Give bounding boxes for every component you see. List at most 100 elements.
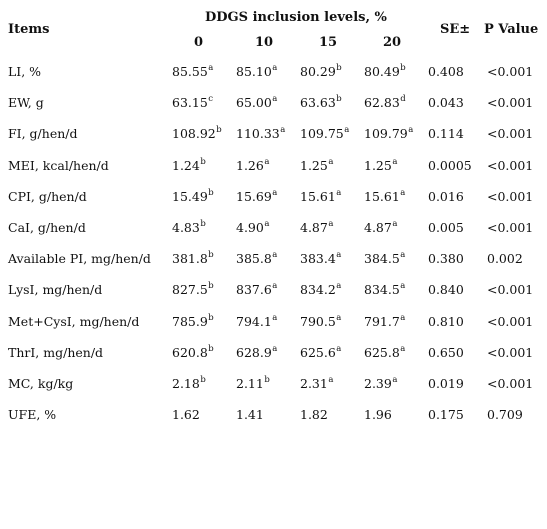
significance-superscript: a bbox=[328, 157, 334, 167]
level-value-cell: 785.9b bbox=[172, 314, 214, 329]
row-item-label: MEI, kcal/hen/d bbox=[8, 158, 109, 173]
cell-value: 834.5 bbox=[364, 282, 400, 297]
cell-value: 384.5 bbox=[364, 251, 400, 266]
significance-superscript: a bbox=[336, 188, 342, 198]
significance-superscript: b bbox=[208, 281, 214, 291]
cell-value: 837.6 bbox=[236, 282, 272, 297]
significance-superscript: a bbox=[272, 344, 278, 354]
level-value-cell: 4.87a bbox=[364, 220, 397, 235]
significance-superscript: a bbox=[392, 375, 398, 385]
level-value-cell: 4.83b bbox=[172, 220, 206, 235]
level-value-cell: 110.33a bbox=[236, 126, 285, 141]
cell-value: 1.25 bbox=[300, 158, 328, 173]
significance-superscript: c bbox=[208, 94, 214, 104]
se-value: 0.408 bbox=[428, 64, 464, 79]
level-value-cell: 63.15c bbox=[172, 95, 213, 110]
significance-superscript: b bbox=[336, 94, 342, 104]
level-value-cell: 15.61a bbox=[300, 189, 341, 204]
significance-superscript: a bbox=[328, 219, 334, 229]
level-value-cell: 620.8b bbox=[172, 345, 214, 360]
header-items: Items bbox=[8, 22, 50, 37]
se-value: 0.810 bbox=[428, 314, 464, 329]
level-value-cell: 1.41 bbox=[236, 407, 264, 422]
cell-value: 383.4 bbox=[300, 251, 336, 266]
level-value-cell: 1.25a bbox=[300, 158, 333, 173]
p-value: <0.001 bbox=[487, 158, 534, 173]
significance-superscript: b bbox=[208, 344, 214, 354]
cell-value: 628.9 bbox=[236, 345, 272, 360]
level-value-cell: 1.25a bbox=[364, 158, 397, 173]
cell-value: 4.83 bbox=[172, 220, 200, 235]
p-value: <0.001 bbox=[487, 126, 534, 141]
level-value-cell: 1.82 bbox=[300, 407, 328, 422]
cell-value: 2.31 bbox=[300, 376, 328, 391]
level-value-cell: 2.11b bbox=[236, 376, 270, 391]
cell-value: 385.8 bbox=[236, 251, 272, 266]
cell-value: 381.8 bbox=[172, 251, 208, 266]
level-value-cell: 1.26a bbox=[236, 158, 269, 173]
p-value: <0.001 bbox=[487, 282, 534, 297]
significance-superscript: a bbox=[400, 313, 406, 323]
level-value-cell: 1.96 bbox=[364, 407, 392, 422]
level-value-cell: 794.1a bbox=[236, 314, 277, 329]
cell-value: 63.15 bbox=[172, 95, 208, 110]
significance-superscript: a bbox=[400, 250, 406, 260]
se-value: 0.380 bbox=[428, 251, 464, 266]
significance-superscript: a bbox=[208, 63, 214, 73]
p-value: <0.001 bbox=[487, 345, 534, 360]
significance-superscript: a bbox=[272, 94, 278, 104]
cell-value: 2.39 bbox=[364, 376, 392, 391]
level-value-cell: 383.4a bbox=[300, 251, 341, 266]
level-value-cell: 15.61a bbox=[364, 189, 405, 204]
se-value: 0.005 bbox=[428, 220, 464, 235]
cell-value: 80.49 bbox=[364, 64, 400, 79]
cell-value: 1.96 bbox=[364, 407, 392, 422]
cell-value: 625.8 bbox=[364, 345, 400, 360]
level-value-cell: 85.55a bbox=[172, 64, 213, 79]
cell-value: 625.6 bbox=[300, 345, 336, 360]
significance-superscript: a bbox=[400, 188, 406, 198]
cell-value: 620.8 bbox=[172, 345, 208, 360]
cell-value: 791.7 bbox=[364, 314, 400, 329]
cell-value: 15.61 bbox=[364, 189, 400, 204]
header-se: SE± bbox=[440, 22, 471, 37]
p-value: <0.001 bbox=[487, 220, 534, 235]
level-value-cell: 63.63b bbox=[300, 95, 342, 110]
cell-value: 1.26 bbox=[236, 158, 264, 173]
significance-superscript: b bbox=[208, 250, 214, 260]
level-value-cell: 85.10a bbox=[236, 64, 277, 79]
level-value-cell: 384.5a bbox=[364, 251, 405, 266]
level-value-cell: 108.92b bbox=[172, 126, 222, 141]
level-value-cell: 834.2a bbox=[300, 282, 341, 297]
p-value: <0.001 bbox=[487, 376, 534, 391]
significance-superscript: a bbox=[336, 250, 342, 260]
p-value: <0.001 bbox=[487, 189, 534, 204]
cell-value: 4.87 bbox=[300, 220, 328, 235]
significance-superscript: b bbox=[200, 219, 206, 229]
significance-superscript: a bbox=[408, 125, 414, 135]
cell-value: 15.49 bbox=[172, 189, 208, 204]
header-level-15: 15 bbox=[319, 35, 338, 50]
significance-superscript: a bbox=[336, 313, 342, 323]
significance-superscript: a bbox=[280, 125, 286, 135]
se-value: 0.840 bbox=[428, 282, 464, 297]
level-value-cell: 2.31a bbox=[300, 376, 333, 391]
header-level-10: 10 bbox=[255, 35, 274, 50]
level-value-cell: 1.62 bbox=[172, 407, 200, 422]
row-item-label: ThrI, mg/hen/d bbox=[8, 345, 104, 360]
cell-value: 65.00 bbox=[236, 95, 272, 110]
se-value: 0.114 bbox=[428, 126, 464, 141]
p-value: <0.001 bbox=[487, 314, 534, 329]
cell-value: 2.18 bbox=[172, 376, 200, 391]
significance-superscript: b bbox=[208, 313, 214, 323]
significance-superscript: b bbox=[400, 63, 406, 73]
significance-superscript: a bbox=[400, 281, 406, 291]
se-value: 0.043 bbox=[428, 95, 464, 110]
level-value-cell: 625.6a bbox=[300, 345, 341, 360]
cell-value: 108.92 bbox=[172, 126, 216, 141]
level-value-cell: 80.29b bbox=[300, 64, 342, 79]
significance-superscript: b bbox=[200, 375, 206, 385]
header-level-0: 0 bbox=[194, 35, 204, 50]
cell-value: 85.10 bbox=[236, 64, 272, 79]
header-p-value: P Value bbox=[484, 22, 539, 37]
